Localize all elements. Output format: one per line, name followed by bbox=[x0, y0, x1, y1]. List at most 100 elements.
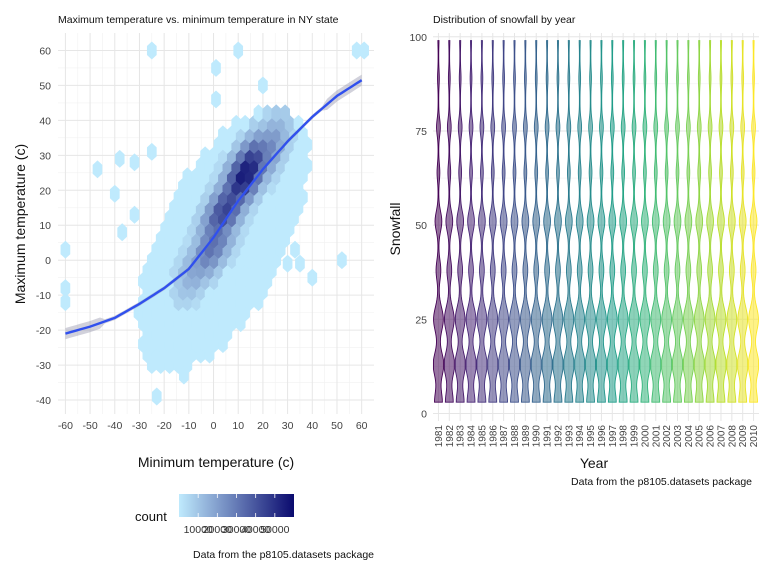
left-x-tick-label: 40 bbox=[306, 420, 318, 432]
violin bbox=[672, 40, 683, 403]
hex-cell-outlier bbox=[60, 279, 71, 298]
right-x-tick-label: 1998 bbox=[619, 425, 630, 448]
violin bbox=[509, 40, 520, 403]
violin bbox=[693, 40, 705, 403]
violin bbox=[617, 40, 629, 403]
hex-cell bbox=[271, 104, 282, 123]
left-y-tick-label: 60 bbox=[39, 45, 51, 57]
violin bbox=[585, 40, 597, 403]
violin bbox=[737, 40, 749, 403]
hex-cell-outlier bbox=[282, 254, 293, 273]
right-x-tick-label: 1990 bbox=[532, 425, 543, 448]
hex-cell-outlier bbox=[60, 240, 71, 259]
hex-cell bbox=[231, 114, 242, 133]
violin bbox=[476, 40, 488, 403]
legend-tick-label: 40000 bbox=[241, 524, 270, 536]
legend-tick-label: 50000 bbox=[260, 524, 289, 536]
hexbin-panel: Maximum temperature vs. minimum temperat… bbox=[12, 14, 374, 561]
hex-cell-outlier bbox=[307, 268, 318, 287]
hex-cell-outlier bbox=[233, 41, 244, 60]
right-x-tick-label: 1981 bbox=[434, 425, 445, 448]
right-x-tick-label: 1988 bbox=[510, 425, 521, 448]
violin bbox=[639, 40, 651, 403]
violin bbox=[628, 40, 640, 403]
right-x-tick-label: 2002 bbox=[662, 425, 673, 448]
right-x-tick-label: 1984 bbox=[467, 425, 478, 448]
right-y-tick-label: 75 bbox=[415, 126, 427, 138]
right-x-tick-label: 2010 bbox=[749, 425, 760, 448]
hex-cell bbox=[240, 114, 250, 133]
violin bbox=[487, 40, 499, 403]
hex-cell-outlier bbox=[117, 223, 128, 242]
right-x-tick-label: 1983 bbox=[456, 425, 467, 448]
left-x-tick-label: -60 bbox=[58, 420, 73, 432]
left-y-tick-labels: -40 -30 -20 -10 0 10 20 30 40 50 60 bbox=[36, 45, 51, 407]
violin bbox=[552, 40, 564, 403]
hex-cell-outlier bbox=[146, 356, 157, 375]
left-y-tick-label: -20 bbox=[36, 325, 51, 337]
right-y-axis-label: Snowfall bbox=[387, 203, 403, 256]
right-y-tick-label: 0 bbox=[421, 408, 427, 420]
hex-cell-outlier bbox=[129, 153, 140, 172]
right-x-tick-label: 2001 bbox=[651, 425, 662, 448]
right-x-tick-label: 1985 bbox=[477, 425, 488, 448]
violin bbox=[541, 40, 553, 403]
violin bbox=[519, 40, 531, 403]
left-x-tick-label: 20 bbox=[257, 420, 269, 432]
hex-cell-outlier bbox=[146, 142, 157, 161]
hex-cell-outlier bbox=[179, 349, 189, 368]
legend-tick-label: 20000 bbox=[203, 524, 232, 536]
violin-panel: Distribution of snowfall by year 0 25 50 75… bbox=[387, 14, 760, 488]
left-x-tick-label: -30 bbox=[132, 420, 147, 432]
hex-cell bbox=[200, 146, 210, 165]
right-y-tick-label: 25 bbox=[415, 314, 427, 326]
hex-cell-outlier bbox=[179, 366, 189, 385]
left-y-tick-label: -40 bbox=[36, 395, 51, 407]
left-x-tick-label: 0 bbox=[211, 420, 217, 432]
right-x-tick-label: 1987 bbox=[499, 425, 510, 448]
left-y-tick-label: 20 bbox=[39, 185, 51, 197]
hex-cell-outlier bbox=[146, 41, 157, 60]
violin bbox=[443, 40, 455, 403]
violin bbox=[682, 40, 694, 403]
left-x-tick-label: -10 bbox=[181, 420, 196, 432]
legend-title: count bbox=[135, 509, 167, 524]
right-y-tick-label: 100 bbox=[409, 32, 427, 44]
right-x-tick-label: 2000 bbox=[640, 425, 651, 448]
hex-cell-outlier bbox=[151, 387, 162, 406]
right-x-tick-labels: 1981 1982 1983 1984 1985 1986 1987 1988 1989 1990… bbox=[434, 425, 760, 448]
left-x-tick-label: -50 bbox=[83, 420, 98, 432]
violin bbox=[530, 40, 542, 403]
right-x-tick-label: 1992 bbox=[553, 425, 564, 448]
right-chart-title: Distribution of snowfall by year bbox=[433, 14, 576, 26]
right-x-tick-label: 1997 bbox=[608, 425, 619, 448]
hex-cell-outlier bbox=[60, 293, 71, 312]
right-x-tick-label: 1989 bbox=[521, 425, 532, 448]
right-x-tick-label: 1995 bbox=[586, 425, 597, 448]
violin bbox=[454, 40, 466, 403]
hex-cell-outlier bbox=[258, 76, 268, 95]
violin bbox=[650, 40, 662, 403]
right-x-tick-label: 2007 bbox=[716, 425, 727, 448]
right-x-tick-label: 1986 bbox=[488, 425, 499, 448]
hex-cell-outlier bbox=[337, 251, 347, 270]
legend-tick-label: 10000 bbox=[184, 524, 213, 536]
violin bbox=[432, 40, 444, 403]
hex-cell-outlier bbox=[359, 41, 369, 60]
hex-cell bbox=[218, 125, 228, 144]
left-x-tick-label: 60 bbox=[356, 420, 368, 432]
left-y-tick-label: 30 bbox=[39, 150, 51, 162]
smooth-layer bbox=[65, 74, 363, 340]
right-x-tick-label: 2003 bbox=[673, 425, 684, 448]
hex-cell bbox=[182, 167, 193, 186]
hex-cell-outlier bbox=[114, 149, 125, 168]
violin bbox=[661, 40, 673, 403]
left-chart-title: Maximum temperature vs. minimum temperat… bbox=[58, 14, 339, 26]
violins bbox=[432, 40, 760, 403]
violin bbox=[726, 40, 738, 403]
right-y-tick-label: 50 bbox=[415, 220, 427, 232]
right-caption: Data from the p8105.datasets package bbox=[571, 476, 752, 488]
hex-cell bbox=[253, 104, 264, 123]
